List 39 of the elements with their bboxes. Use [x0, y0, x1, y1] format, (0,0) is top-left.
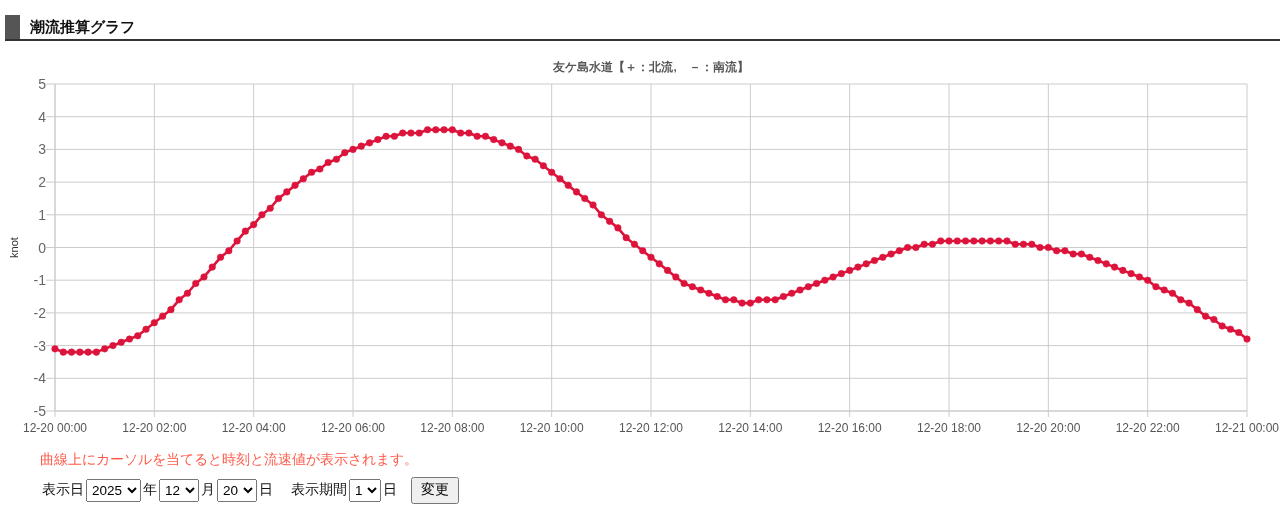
x-tick-label: 12-20 02:00 [122, 421, 187, 435]
x-tick-label: 12-20 18:00 [916, 421, 982, 435]
x-tick-label: 12-20 00:00 [22, 421, 88, 435]
x-tick-label: 12-20 12:00 [618, 421, 684, 435]
y-tick-label: -5 [33, 403, 47, 419]
x-tick-label: 12-20 20:00 [1016, 421, 1081, 435]
y-tick-label: 5 [38, 76, 47, 92]
chart-title: 潮流推算グラフ [29, 18, 135, 35]
y-axis-title: knot [8, 237, 20, 258]
y-tick-label: -3 [33, 337, 47, 354]
chart-subtitle: 友ケ島水道【＋：北流, －：南流】 [552, 60, 749, 73]
x-tick-label: 12-20 04:00 [221, 421, 287, 435]
dropdown: 12 [159, 478, 199, 502]
x-tick-label: 12-20 22:00 [1115, 421, 1181, 435]
x-tick-label: 12-20 06:00 [320, 421, 386, 435]
y-tick-label: 0 [38, 239, 47, 256]
text: 表示日 [42, 481, 84, 499]
y-tick-label: 2 [38, 174, 47, 191]
text: 日 [383, 481, 397, 499]
dropdown: 1 [349, 478, 381, 502]
text: 日 [259, 481, 273, 499]
y-tick-label: -1 [33, 272, 47, 289]
dropdown: 20 [217, 478, 257, 502]
text: 曲線上にカーソルを当てると時刻と流速値が表示されます。 [40, 452, 418, 467]
y-tick-label: 1 [38, 206, 47, 223]
text: 表示期間 [291, 481, 347, 499]
x-tick-label: 12-20 08:00 [420, 421, 485, 435]
button: 変更 [411, 476, 459, 504]
y-tick-label: 4 [38, 108, 47, 125]
y-tick-label: 3 [38, 141, 47, 158]
x-tick-label: 12-20 10:00 [519, 421, 585, 435]
y-tick-label: -2 [33, 304, 47, 321]
text: 月 [201, 481, 215, 499]
x-tick-label: 12-21 00:00 [1214, 421, 1280, 435]
y-tick-label: -4 [33, 370, 47, 387]
x-tick-label: 12-20 16:00 [817, 421, 883, 435]
x-tick-label: 12-20 14:00 [718, 421, 783, 435]
dropdown: 2025 [86, 478, 141, 502]
text: 年 [143, 481, 157, 499]
